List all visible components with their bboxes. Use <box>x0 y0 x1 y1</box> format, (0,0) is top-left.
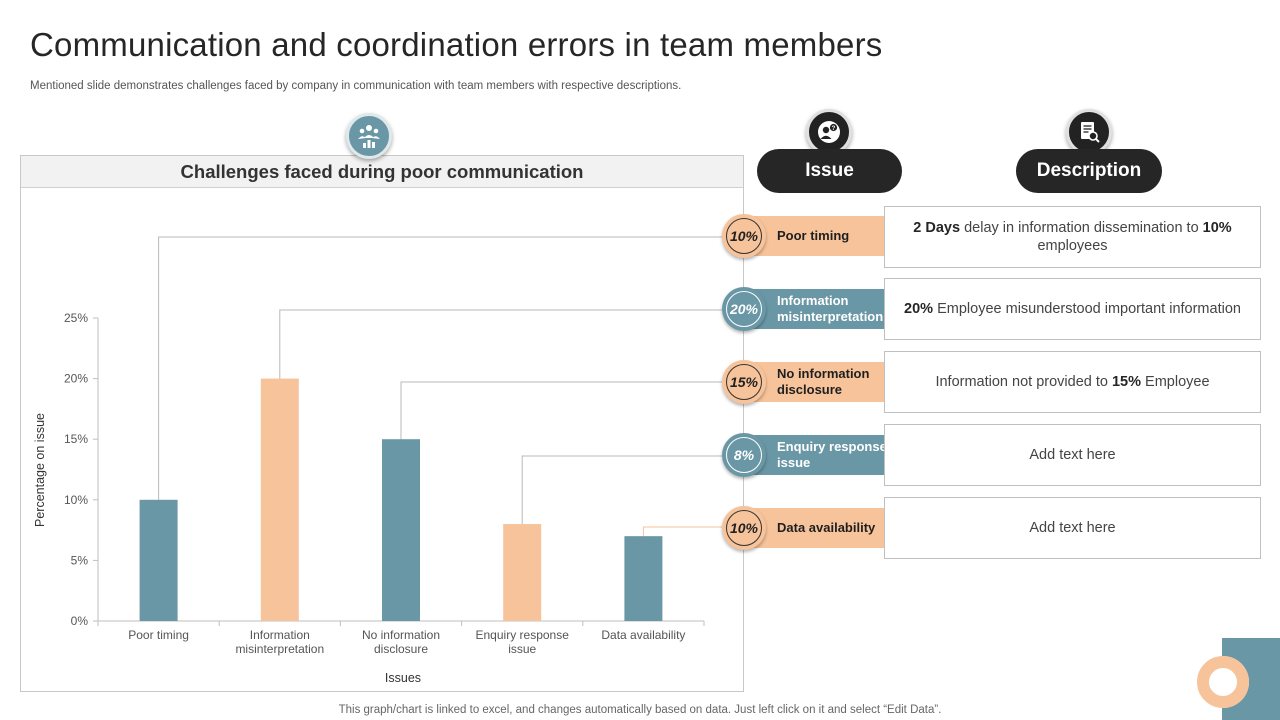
chart-panel-title: Challenges faced during poor communicati… <box>21 156 743 188</box>
x-tick-label: Enquiry response issue <box>476 628 570 656</box>
issue-row: No information disclosure 15% <box>722 360 906 404</box>
bar <box>260 378 299 621</box>
connector-line <box>521 455 722 525</box>
footnote: This graph/chart is linked to excel, and… <box>338 704 942 716</box>
chart-bars <box>139 378 663 621</box>
connector-line <box>400 381 722 440</box>
issue-label: Information misinterpretation <box>744 289 906 329</box>
issue-percentage-badge: 15% <box>722 360 766 404</box>
issue-row: Poor timing 10% <box>722 214 906 258</box>
issue-description: 20% Employee misunderstood important inf… <box>884 278 1261 340</box>
y-tick-label: 0% <box>71 614 89 628</box>
team-chart-icon <box>346 113 392 159</box>
bar <box>382 439 420 621</box>
issue-percentage: 10% <box>726 218 762 254</box>
issue-column-header: Issue <box>757 149 902 193</box>
chart-ticks: 0% 5% 10% 15% 20% 25% <box>64 311 705 628</box>
x-tick-label: Data availability <box>601 628 685 642</box>
issue-percentage: 10% <box>726 510 762 546</box>
bar <box>503 524 542 621</box>
issue-percentage: 8% <box>726 437 762 473</box>
connector-line <box>158 236 722 500</box>
x-tick-label: Poor timing <box>128 628 189 642</box>
issue-percentage: 20% <box>726 291 762 327</box>
page-subtitle: Mentioned slide demonstrates challenges … <box>30 80 682 92</box>
description-column-header: Description <box>1016 149 1162 193</box>
corner-ring-decoration <box>1197 656 1249 708</box>
svg-text:?: ? <box>832 126 836 132</box>
issue-percentage-badge: 20% <box>722 287 766 331</box>
issue-row: Information misinterpretation 20% <box>722 287 906 331</box>
issue-description: Add text here <box>884 424 1261 486</box>
x-tick-label: No information disclosure <box>362 628 440 656</box>
x-tick-label: Information misinterpretation <box>235 628 324 656</box>
chart-categories: Poor timing Information misinterpretation N… <box>128 628 685 656</box>
y-tick-label: 20% <box>64 372 88 386</box>
issue-label: Data availability <box>744 508 906 548</box>
issue-percentage-badge: 8% <box>722 433 766 477</box>
y-tick-label: 10% <box>64 493 88 507</box>
issue-description: Add text here <box>884 497 1261 559</box>
y-tick-label: 15% <box>64 432 88 446</box>
person-question-icon: ? <box>806 109 852 155</box>
connector-line <box>642 526 722 537</box>
issue-row: Data availability 10% <box>722 506 906 550</box>
x-axis-label: Issues <box>385 671 421 685</box>
issue-row: Enquiry response issue 8% <box>722 433 906 477</box>
page-title: Communication and coordination errors in… <box>30 26 883 63</box>
issue-percentage: 15% <box>726 364 762 400</box>
chart-connectors <box>158 236 722 537</box>
issue-label: No information disclosure <box>744 362 906 402</box>
y-tick-label: 5% <box>71 553 89 567</box>
y-axis-label: Percentage on issue <box>33 413 47 527</box>
document-search-icon <box>1066 109 1112 155</box>
issue-label: Enquiry response issue <box>744 435 906 475</box>
issue-percentage-badge: 10% <box>722 506 766 550</box>
y-tick-label: 25% <box>64 311 88 325</box>
issue-label: Poor timing <box>744 216 906 256</box>
bar <box>624 536 663 621</box>
issue-description: Information not provided to 15% Employee <box>884 351 1261 413</box>
bar <box>139 499 178 621</box>
issue-percentage-badge: 10% <box>722 214 766 258</box>
connector-line <box>279 309 722 379</box>
issue-description: 2 Days delay in information disseminatio… <box>884 206 1261 268</box>
